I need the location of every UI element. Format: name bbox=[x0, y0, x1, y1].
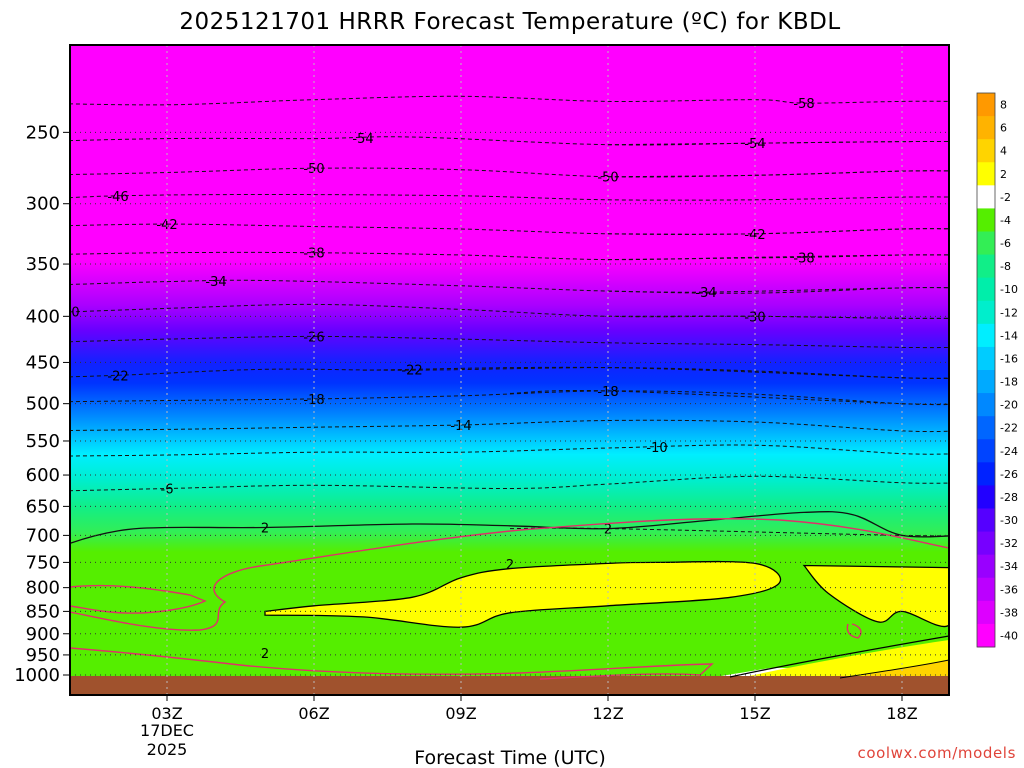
credit-text: coolwx.com/models bbox=[858, 744, 1017, 762]
colorbar-swatch bbox=[977, 416, 995, 440]
colorbar-tick-label: -20 bbox=[1000, 399, 1018, 412]
colorbar-tick-label: -16 bbox=[1000, 352, 1018, 365]
colorbar-tick-label: -30 bbox=[1000, 514, 1018, 527]
colorbar-swatch bbox=[977, 601, 995, 625]
colorbar-swatch bbox=[977, 162, 995, 186]
y-tick-label: 700 bbox=[26, 525, 60, 546]
y-tick-label: 600 bbox=[26, 465, 60, 486]
colorbar-tick-label: -24 bbox=[1000, 445, 1018, 458]
colorbar-swatch bbox=[977, 232, 995, 256]
colorbar-swatch bbox=[977, 532, 995, 556]
colorbar-tick-label: -2 bbox=[1000, 191, 1011, 204]
colorbar-tick-label: 2 bbox=[1000, 168, 1007, 181]
colorbar-tick-label: -40 bbox=[1000, 629, 1018, 642]
colorbar-tick-label: -32 bbox=[1000, 537, 1018, 550]
colorbar-tick-label: -12 bbox=[1000, 306, 1018, 319]
x-tick-label: 15Z bbox=[739, 704, 770, 723]
isotherm-label: -22 bbox=[107, 369, 128, 384]
colorbar-tick-label: 6 bbox=[1000, 122, 1007, 135]
colorbar-tick-label: -22 bbox=[1000, 422, 1018, 435]
y-tick-label: 650 bbox=[26, 496, 60, 517]
isotherm-label: -10 bbox=[646, 441, 667, 456]
isotherm-label: 2 bbox=[261, 521, 269, 536]
y-tick-label: 550 bbox=[26, 431, 60, 452]
colorbar-tick-label: -10 bbox=[1000, 283, 1018, 296]
colorbar-swatch bbox=[977, 555, 995, 579]
colorbar-tick-label: -18 bbox=[1000, 376, 1018, 389]
isotherm-label: -34 bbox=[695, 286, 716, 301]
colorbar-swatch bbox=[977, 347, 995, 371]
chart-title: 2025121701 HRRR Forecast Temperature (ºC… bbox=[179, 9, 840, 35]
y-tick-label: 350 bbox=[26, 254, 60, 275]
isotherm-label: -22 bbox=[401, 364, 422, 379]
ground-terrain bbox=[70, 676, 949, 695]
colorbar-tick-label: -4 bbox=[1000, 214, 1011, 227]
colorbar-tick-label: 8 bbox=[1000, 99, 1007, 112]
colorbar-swatch bbox=[977, 255, 995, 279]
isotherm-label: -42 bbox=[744, 228, 765, 243]
colorbar-tick-label: -6 bbox=[1000, 237, 1011, 250]
colorbar-tick-label: -38 bbox=[1000, 606, 1018, 619]
y-tick-label: 300 bbox=[26, 194, 60, 215]
y-tick-label: 1000 bbox=[14, 665, 60, 686]
isotherm-label: -58 bbox=[793, 97, 814, 112]
colorbar-swatch bbox=[977, 578, 995, 602]
isotherm-label: -30 bbox=[744, 310, 765, 325]
warm-layer-label: 2 bbox=[506, 558, 514, 573]
colorbar-swatch bbox=[977, 93, 995, 117]
colorbar-tick-label: -28 bbox=[1000, 491, 1018, 504]
y-tick-label: 800 bbox=[26, 578, 60, 599]
isotherm-label: -50 bbox=[303, 162, 324, 177]
colorbar-swatch bbox=[977, 278, 995, 302]
y-tick-label: 400 bbox=[26, 306, 60, 327]
colorbar-tick-label: -8 bbox=[1000, 260, 1011, 273]
colorbar-swatch bbox=[977, 393, 995, 417]
colorbar-tick-label: -26 bbox=[1000, 468, 1018, 481]
colorbar-swatch bbox=[977, 301, 995, 325]
colorbar-swatch bbox=[977, 485, 995, 509]
x-tick-label: 12Z bbox=[592, 704, 623, 723]
x-tick-label: 18Z bbox=[886, 704, 917, 723]
isotherm-label: -38 bbox=[793, 251, 814, 266]
colorbar-tick-label: -34 bbox=[1000, 560, 1018, 573]
y-tick-label: 500 bbox=[26, 394, 60, 415]
plot-area: -58-54 -54-50-50-46-42-42-38 -38-34-34-30-… bbox=[0, 45, 961, 760]
colorbar-swatch bbox=[977, 439, 995, 463]
x-tick-label: 06Z bbox=[298, 704, 329, 723]
colorbar-swatch bbox=[977, 208, 995, 232]
isotherm-label: -54 bbox=[352, 132, 373, 147]
x-axis-label: Forecast Time (UTC) bbox=[414, 747, 605, 768]
isotherm-label: -46 bbox=[107, 190, 128, 205]
y-tick-label: 950 bbox=[26, 645, 60, 666]
colorbar-swatch bbox=[977, 509, 995, 533]
y-tick-label: 850 bbox=[26, 601, 60, 622]
colorbar-swatch bbox=[977, 185, 995, 209]
colorbar-swatch bbox=[977, 324, 995, 348]
x-date-line-1: 17DEC bbox=[140, 721, 194, 740]
colorbar-swatch bbox=[977, 116, 995, 140]
colorbar-tick-label: -36 bbox=[1000, 583, 1018, 596]
colorbar-tick-label: -14 bbox=[1000, 329, 1018, 342]
y-tick-label: 450 bbox=[26, 352, 60, 373]
isotherm-label: -54 bbox=[744, 137, 765, 152]
colorbar: 8 6 4 2 -2 -4 -6 -8 -10 -12 -14 -16 -18 -20 -22 -24 -26 -… bbox=[977, 93, 1018, 648]
colorbar-swatch bbox=[977, 139, 995, 163]
y-tick-label: 750 bbox=[26, 552, 60, 573]
isotherm-label: -34 bbox=[205, 275, 226, 290]
x-tick-label: 09Z bbox=[445, 704, 476, 723]
isotherm-label: -14 bbox=[450, 419, 471, 434]
isotherm-label: -38 bbox=[303, 247, 324, 262]
colorbar-swatch bbox=[977, 370, 995, 394]
isotherm-label: -26 bbox=[303, 330, 324, 345]
colorbar-tick-label: 4 bbox=[1000, 145, 1007, 158]
low-level-label: 2 bbox=[261, 647, 269, 662]
y-tick-label: 250 bbox=[26, 122, 60, 143]
x-date-line-2: 2025 bbox=[147, 740, 188, 759]
colorbar-swatch bbox=[977, 462, 995, 486]
colorbar-swatch bbox=[977, 624, 995, 648]
y-tick-label: 900 bbox=[26, 624, 60, 645]
